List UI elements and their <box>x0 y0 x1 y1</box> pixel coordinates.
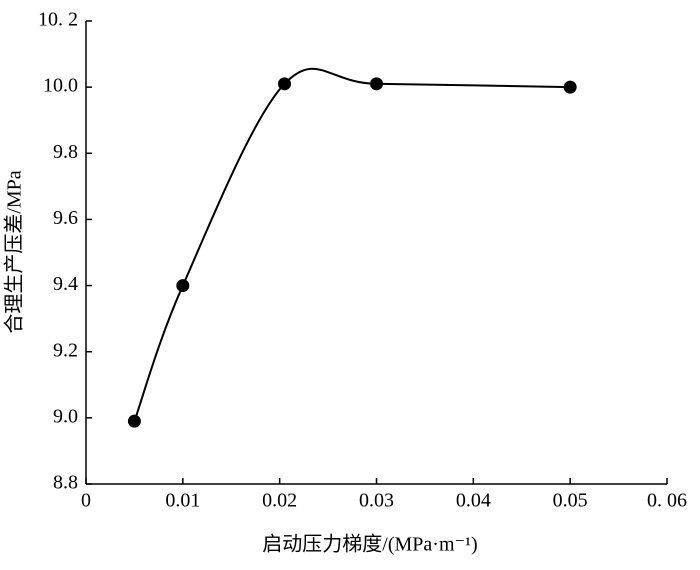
y-tick-label: 9.6 <box>53 207 78 229</box>
x-tick-label: 0.04 <box>456 490 491 512</box>
y-tick-label: 10. 2 <box>38 9 78 31</box>
line <box>133 67 571 422</box>
y-axis-label: 合理生产压差/MPa <box>3 170 26 333</box>
y-tick-label: 9.4 <box>53 273 78 295</box>
y-tick-label: 9.2 <box>53 339 78 361</box>
y-tick-label: 9.0 <box>53 405 78 427</box>
point <box>370 77 383 91</box>
x-tick-label: 0. 06 <box>647 490 687 512</box>
y-tick-label: 10.0 <box>43 75 78 97</box>
point <box>127 414 141 428</box>
x-tick-label: 0.05 <box>553 490 588 512</box>
point <box>278 77 292 91</box>
x-axis-label: 启动压力梯度/(MPa·m⁻¹) <box>262 533 477 556</box>
x-tick-label: 0 <box>81 490 91 512</box>
y-tick-label: 8.8 <box>53 472 78 494</box>
x-tick-label: 0.03 <box>359 490 394 512</box>
x-tick-label: 0.01 <box>165 490 200 512</box>
point <box>176 279 190 293</box>
x-tick-label: 0.02 <box>262 490 297 512</box>
y-tick-label: 9.8 <box>53 141 78 163</box>
point <box>563 80 577 94</box>
